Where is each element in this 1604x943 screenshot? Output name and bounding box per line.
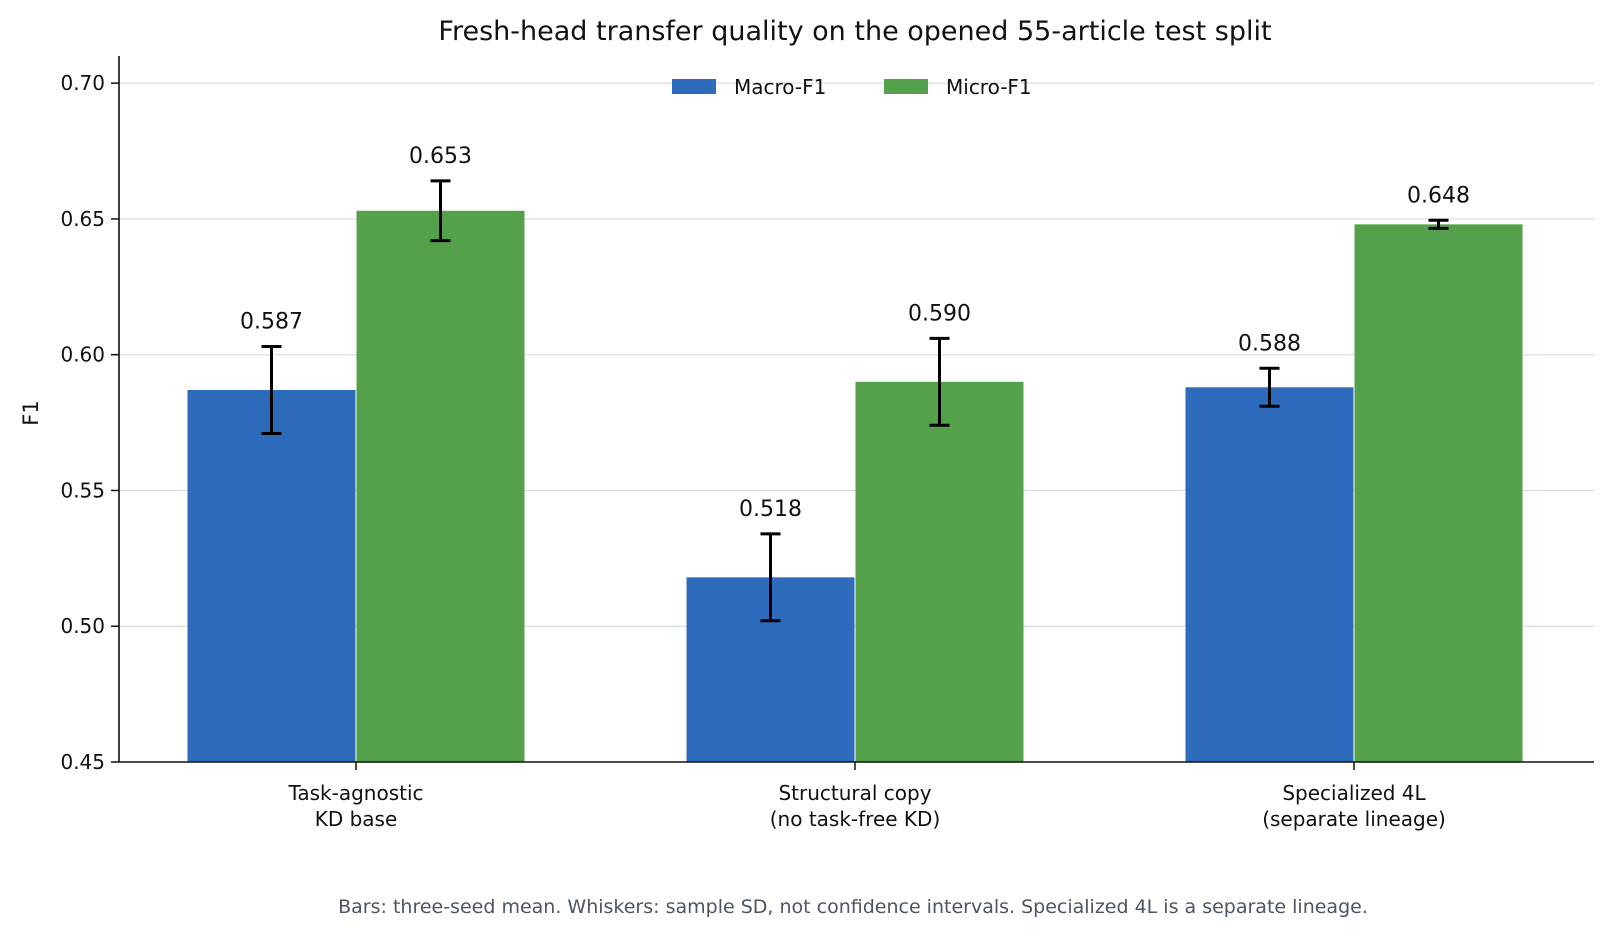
y-tick-label: 0.45 — [60, 750, 105, 774]
legend-label: Micro-F1 — [946, 75, 1032, 99]
legend-swatch — [672, 79, 716, 94]
bar-value-label: 0.587 — [240, 310, 303, 335]
bar-value-label: 0.518 — [739, 497, 802, 522]
bar-micro-f1 — [855, 381, 1024, 762]
x-tick-label: Structural copy (no task-free KD) — [770, 781, 941, 831]
legend: Macro-F1 Micro-F1 — [672, 75, 1032, 99]
x-tick-label: Specialized 4L (separate lineage) — [1262, 781, 1446, 831]
legend-swatch — [884, 79, 928, 94]
x-tick-label: Task-agnostic KD base — [287, 781, 423, 831]
y-tick-label: 0.55 — [60, 478, 105, 502]
y-tick-label: 0.50 — [60, 614, 105, 638]
bar-micro-f1 — [356, 210, 525, 762]
chart-footnote: Bars: three-seed mean. Whiskers: sample … — [338, 896, 1368, 918]
y-tick-label: 0.60 — [60, 343, 105, 367]
bar-micro-f1 — [1354, 224, 1523, 762]
y-axis-label: F1 — [19, 400, 43, 425]
axes-layer: 0.45 0.50 0.55 0.60 0.65 0.70 Task-agnostic KD … — [60, 56, 1594, 831]
bar-value-label: 0.588 — [1238, 331, 1301, 356]
bar-value-label: 0.590 — [908, 301, 971, 326]
y-tick-label: 0.70 — [60, 71, 105, 95]
bar-value-label: 0.648 — [1407, 183, 1470, 208]
value-labels-layer: 0.587 0.518 0.588 0.653 0.590 0.648 — [240, 144, 1470, 522]
legend-label: Macro-F1 — [734, 75, 826, 99]
bar-macro-f1 — [1185, 387, 1354, 762]
error-bars-layer — [261, 179, 1449, 623]
y-tick-label: 0.65 — [60, 207, 105, 231]
chart-title: Fresh-head transfer quality on the opene… — [438, 16, 1271, 47]
bars-layer — [187, 210, 1523, 762]
bar-value-label: 0.653 — [409, 144, 472, 169]
bar-macro-f1 — [187, 389, 356, 762]
